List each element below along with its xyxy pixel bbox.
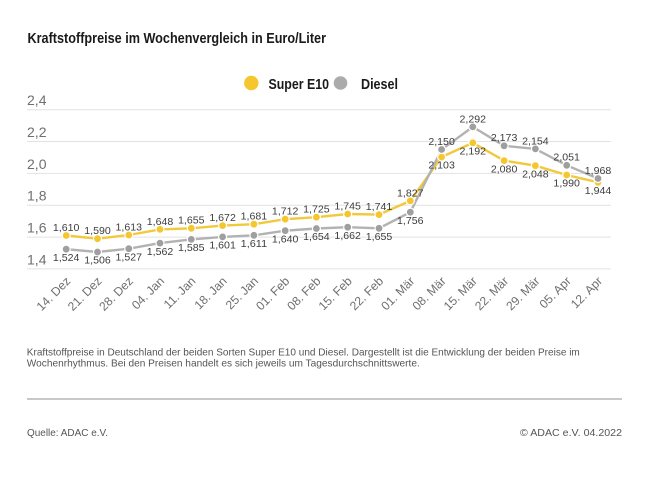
svg-text:Super E10: Super E10 xyxy=(269,76,330,93)
svg-text:1,640: 1,640 xyxy=(272,233,299,245)
svg-text:2,173: 2,173 xyxy=(491,132,518,144)
svg-text:© ADAC e.V. 04.2022: © ADAC e.V. 04.2022 xyxy=(520,428,622,439)
svg-text:1,745: 1,745 xyxy=(334,200,361,212)
svg-text:1,944: 1,944 xyxy=(585,185,612,197)
svg-text:1,827: 1,827 xyxy=(397,187,424,199)
svg-text:1,601: 1,601 xyxy=(209,240,236,252)
svg-text:2,080: 2,080 xyxy=(491,163,518,175)
svg-text:2,150: 2,150 xyxy=(428,136,455,148)
svg-text:2,0: 2,0 xyxy=(27,156,47,172)
svg-text:1,506: 1,506 xyxy=(84,255,111,267)
svg-text:1,725: 1,725 xyxy=(303,204,330,216)
svg-text:Kraftstoffpreise in Deutschlan: Kraftstoffpreise in Deutschland der beid… xyxy=(27,347,580,358)
svg-text:Diesel: Diesel xyxy=(361,76,398,93)
svg-text:1,655: 1,655 xyxy=(366,231,393,243)
svg-text:1,585: 1,585 xyxy=(178,242,205,254)
svg-text:1,590: 1,590 xyxy=(84,225,111,237)
svg-text:1,524: 1,524 xyxy=(53,252,80,264)
svg-text:2,4: 2,4 xyxy=(27,92,47,108)
svg-text:1,756: 1,756 xyxy=(397,215,424,227)
svg-text:1,8: 1,8 xyxy=(27,188,47,204)
svg-text:1,527: 1,527 xyxy=(116,251,143,263)
svg-text:1,681: 1,681 xyxy=(241,211,268,223)
svg-text:1,613: 1,613 xyxy=(116,221,143,233)
svg-text:1,6: 1,6 xyxy=(27,220,47,236)
svg-text:1,741: 1,741 xyxy=(366,201,393,213)
svg-text:2,051: 2,051 xyxy=(553,152,580,164)
svg-text:1,712: 1,712 xyxy=(272,206,299,218)
svg-text:2,2: 2,2 xyxy=(27,124,47,140)
svg-text:1,968: 1,968 xyxy=(585,165,612,177)
svg-text:1,610: 1,610 xyxy=(53,222,80,234)
svg-text:1,611: 1,611 xyxy=(241,238,268,250)
svg-text:2,154: 2,154 xyxy=(522,135,549,147)
svg-text:2,192: 2,192 xyxy=(460,146,487,158)
svg-text:Wochenrhythmus. Bei den Preise: Wochenrhythmus. Bei den Preisen handelt … xyxy=(27,359,420,370)
svg-text:2,103: 2,103 xyxy=(428,160,455,172)
svg-text:1,654: 1,654 xyxy=(303,231,330,243)
svg-text:1,562: 1,562 xyxy=(147,246,174,258)
svg-text:1,648: 1,648 xyxy=(147,216,174,228)
svg-text:1,662: 1,662 xyxy=(334,230,361,242)
svg-text:1,4: 1,4 xyxy=(27,251,47,267)
svg-text:2,048: 2,048 xyxy=(522,168,549,180)
svg-text:1,990: 1,990 xyxy=(553,178,580,190)
svg-text:1,655: 1,655 xyxy=(178,215,205,227)
svg-text:2,292: 2,292 xyxy=(460,113,487,125)
svg-text:Kraftstoffpreise im Wochenverg: Kraftstoffpreise im Wochenvergleich in E… xyxy=(28,30,327,47)
svg-text:1,672: 1,672 xyxy=(209,212,236,224)
svg-text:Quelle: ADAC e.V.: Quelle: ADAC e.V. xyxy=(27,428,108,439)
